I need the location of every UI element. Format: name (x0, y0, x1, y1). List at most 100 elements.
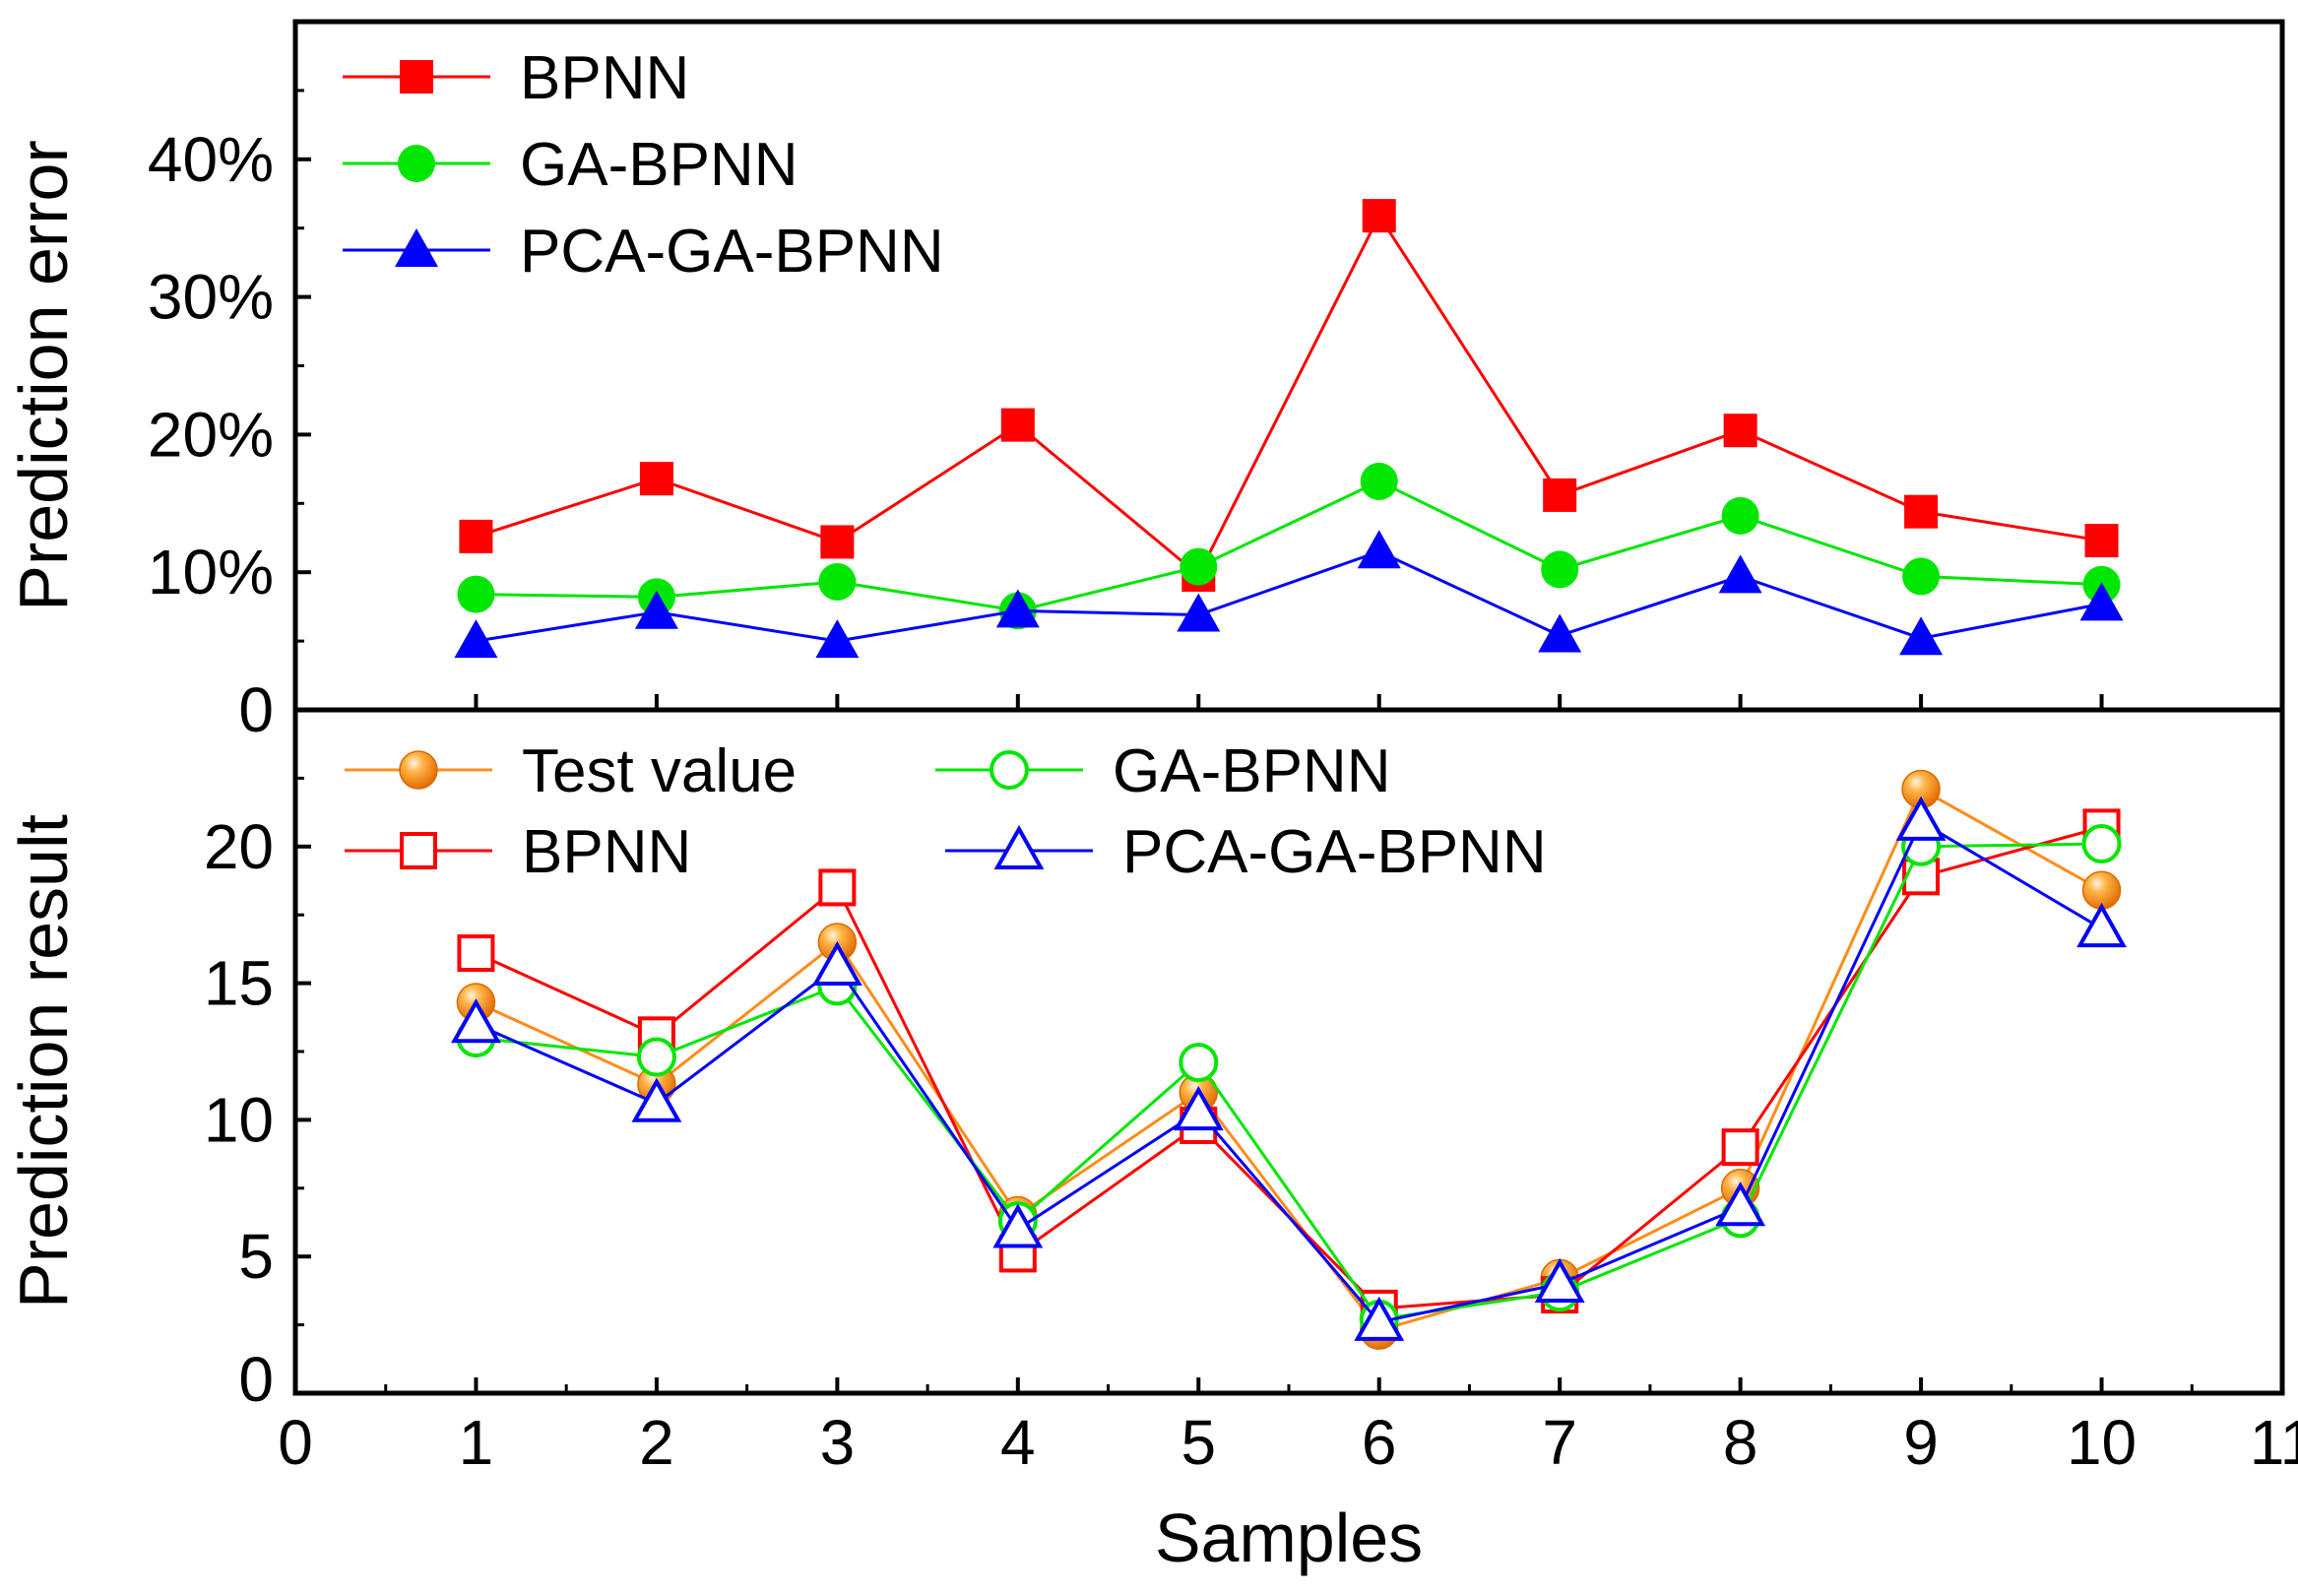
top-point-ga-bpnn-6 (1360, 462, 1398, 500)
top-point-ga-bpnn-5 (1180, 547, 1218, 586)
top-point-ga-bpnn-1 (457, 575, 495, 613)
bottom-legend-marker-bpnn (400, 832, 437, 869)
top-point-ga-bpnn-3 (818, 562, 857, 601)
bottom-legend-ga-bpnn: GA-BPNN (935, 737, 1390, 805)
top-legend-ga-bpnn: GA-BPNN (343, 131, 798, 199)
bottom-series-bpnn (457, 808, 2121, 1327)
top-panel-frame (292, 19, 2285, 713)
top-legend-marker-pca-ga-bpnn (395, 228, 438, 267)
bottom-point-ga-bpnn-2 (636, 1037, 676, 1077)
bottom-point-pca-ga-bpnn-1 (451, 998, 501, 1044)
top-legend-label-pca-ga-bpnn: PCA-GA-BPNN (520, 218, 944, 286)
bottom-legend-label-ga-bpnn: GA-BPNN (1113, 737, 1390, 805)
top-point-bpnn-9 (1904, 494, 1939, 529)
top-point-bpnn-4 (1000, 408, 1035, 442)
bottom-series-pca-ga-bpnn (451, 796, 2127, 1341)
top-series-ga-bpnn (457, 462, 2121, 630)
xtick-label-6: 6 (1362, 1407, 1397, 1478)
bottom-line-ga-bpnn (476, 842, 2102, 1321)
bottom-point-bpnn-1 (457, 934, 495, 973)
bottom-point-pca-ga-bpnn-4 (992, 1203, 1044, 1248)
top-point-bpnn-6 (1362, 199, 1396, 233)
top-point-bpnn-3 (820, 525, 855, 559)
bottom-ytick-label-20: 20 (204, 811, 274, 882)
bottom-point-pca-ga-bpnn-8 (1715, 1181, 1766, 1227)
top-legend-marker-ga-bpnn (398, 145, 435, 182)
top-series-layer (454, 199, 2124, 659)
top-ytick-label-10: 10% (148, 537, 274, 607)
bottom-legend-label-bpnn: BPNN (522, 818, 691, 886)
bottom-legend-marker-ga-bpnn (989, 750, 1029, 790)
top-point-pca-ga-bpnn-5 (1177, 593, 1221, 632)
top-legend-label-ga-bpnn: GA-BPNN (520, 131, 798, 199)
top-ylabel: Prediction error (5, 140, 82, 611)
bottom-point-pca-ga-bpnn-5 (1173, 1086, 1224, 1131)
bottom-point-bpnn-3 (818, 868, 857, 907)
bottom-ytick-label-10: 10 (204, 1084, 274, 1155)
xtick-label-10: 10 (2067, 1407, 2137, 1478)
top-point-pca-ga-bpnn-10 (2079, 582, 2124, 621)
top-line-pca-ga-bpnn (476, 549, 2102, 643)
bottom-point-ga-bpnn-5 (1179, 1043, 1219, 1083)
xtick-label-0: 0 (278, 1407, 313, 1478)
xtick-label-4: 4 (1000, 1407, 1036, 1478)
top-point-ga-bpnn-9 (1902, 557, 1941, 596)
top-ytick-label-40: 40% (148, 124, 274, 195)
top-point-bpnn-1 (459, 519, 493, 553)
top-ytick-label-20: 20% (148, 399, 274, 470)
bottom-point-bpnn-8 (1721, 1128, 1759, 1167)
bottom-point-pca-ga-bpnn-6 (1354, 1296, 1405, 1341)
top-series-pca-ga-bpnn (454, 530, 2124, 659)
bottom-ylabel: Prediction result (5, 814, 82, 1309)
top-point-bpnn-8 (1723, 414, 1757, 448)
bottom-ytick-label-0: 0 (238, 1344, 274, 1415)
top-point-pca-ga-bpnn-2 (634, 590, 678, 629)
bottom-legend-marker-pca-ga-bpnn (993, 824, 1045, 869)
top-point-ga-bpnn-7 (1541, 550, 1579, 589)
bottom-point-pca-ga-bpnn-9 (1895, 796, 1947, 841)
bottom-point-pca-ga-bpnn-3 (811, 940, 862, 986)
top-legend-pca-ga-bpnn: PCA-GA-BPNN (343, 218, 944, 286)
top-legend-marker-bpnn (400, 60, 433, 94)
top-point-bpnn-2 (639, 462, 673, 496)
bottom-point-pca-ga-bpnn-7 (1534, 1257, 1585, 1303)
bottom-legend-label-pca-ga-bpnn: PCA-GA-BPNN (1122, 818, 1547, 886)
bottom-legend-marker-test-value (399, 750, 438, 790)
bottom-ytick-label-15: 15 (204, 948, 274, 1019)
bottom-ytick-label-5: 5 (238, 1221, 274, 1292)
xtick-label-9: 9 (1903, 1407, 1939, 1478)
bottom-line-pca-ga-bpnn (475, 819, 2103, 1324)
top-point-pca-ga-bpnn-3 (815, 619, 860, 659)
bottom-legend-pca-ga-bpnn: PCA-GA-BPNN (945, 818, 1547, 886)
top-point-pca-ga-bpnn-6 (1357, 530, 1401, 569)
xtick-label-5: 5 (1181, 1407, 1216, 1478)
top-ytick-label-0: 0 (238, 674, 274, 745)
top-line-ga-bpnn (476, 479, 2102, 612)
bottom-legend-bpnn: BPNN (345, 818, 691, 886)
top-point-pca-ga-bpnn-4 (995, 589, 1040, 628)
top-point-pca-ga-bpnn-1 (454, 619, 498, 659)
top-point-pca-ga-bpnn-9 (1899, 616, 1944, 656)
top-point-ga-bpnn-8 (1721, 496, 1759, 535)
bottom-line-test-value (475, 787, 2103, 1332)
top-legend-label-bpnn: BPNN (520, 44, 689, 112)
top-series-bpnn (459, 199, 2119, 592)
top-line-bpnn (475, 213, 2102, 578)
xtick-label-1: 1 (459, 1407, 494, 1478)
bottom-line-bpnn (475, 825, 2102, 1310)
top-point-bpnn-10 (2084, 524, 2119, 558)
top-point-pca-ga-bpnn-8 (1718, 554, 1762, 594)
xlabel: Samples (1155, 1500, 1423, 1576)
xtick-label-2: 2 (639, 1407, 674, 1478)
xtick-label-8: 8 (1723, 1407, 1758, 1478)
bottom-point-pca-ga-bpnn-2 (631, 1077, 682, 1122)
bottom-legend-label-test-value: Test value (522, 737, 797, 805)
xtick-label-3: 3 (820, 1407, 856, 1478)
top-legend-bpnn: BPNN (343, 44, 689, 112)
top-point-bpnn-7 (1543, 478, 1577, 512)
bottom-series-layer (451, 769, 2127, 1350)
xtick-label-7: 7 (1542, 1407, 1577, 1478)
bottom-point-ga-bpnn-10 (2081, 824, 2122, 864)
